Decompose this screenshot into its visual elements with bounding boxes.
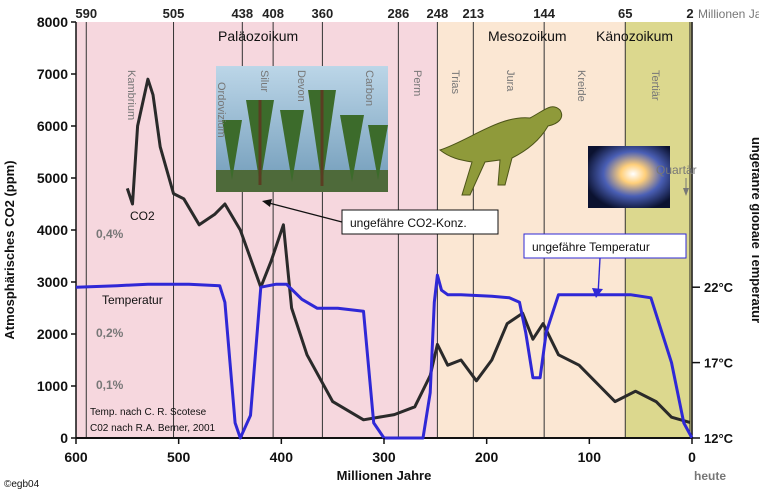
- y-tick-label-6: 6000: [37, 118, 68, 134]
- x-axis-end-label: heute: [694, 469, 726, 483]
- credit-co2: C02 nach R.A. Berner, 2001: [90, 423, 216, 434]
- top-tick-label-1: 505: [163, 6, 185, 21]
- y2-tick-label-1: 17°C: [704, 356, 734, 371]
- era-label-mesozoikum: Mesozoikum: [488, 28, 567, 44]
- period-label-kambrium: Kambrium: [125, 70, 137, 120]
- top-tick-label-4: 360: [312, 6, 334, 21]
- top-tick-label-3: 408: [262, 6, 284, 21]
- temperature-axis-labels: 12°C 17°C 22°C: [692, 280, 734, 446]
- era-label-palaeozoikum: Paläozoikum: [218, 28, 298, 44]
- top-tick-label-8: 144: [533, 6, 555, 21]
- x-tick-label-4: 200: [475, 449, 499, 465]
- temperature-callout-text: ungefähre Temperatur: [532, 240, 650, 254]
- period-label-jura: Jura: [504, 70, 516, 92]
- x-tick-label-1: 500: [167, 449, 191, 465]
- percent-label-0-2: 0,2%: [96, 326, 124, 340]
- x-tick-label-2: 400: [270, 449, 294, 465]
- top-tick-label-6: 248: [427, 6, 449, 21]
- top-axis-unit-label: Millionen Jahre: [698, 7, 759, 21]
- y-tick-label-8: 8000: [37, 14, 68, 30]
- y-tick-label-4: 4000: [37, 222, 68, 238]
- x-axis-labels: 600 500 400 300 200 100 0: [64, 438, 696, 465]
- top-tick-label-2: 438: [231, 6, 253, 21]
- impact-picture: [588, 146, 670, 208]
- y-axis-labels: 0 1000 2000 3000 4000 5000 6000 7000 8000: [37, 14, 76, 446]
- co2-callout-text: ungefähre CO2-Konz.: [350, 216, 467, 230]
- period-label-ordovizium: Ordovizium: [215, 82, 227, 138]
- temperature-axis-title: ungefähre globale Temperatur: [749, 137, 759, 323]
- y-tick-label-3: 3000: [37, 274, 68, 290]
- y-tick-label-0: 0: [60, 430, 68, 446]
- period-label-carbon: Carbon: [363, 70, 375, 106]
- quartaer-label: Quartär: [656, 163, 697, 177]
- y2-tick-label-2: 22°C: [704, 280, 734, 295]
- x-tick-label-5: 100: [578, 449, 602, 465]
- period-label-tertiaer: Tertiär: [649, 70, 661, 101]
- x-tick-label-6: 0: [688, 449, 696, 465]
- percent-label-0-4: 0,4%: [96, 227, 124, 241]
- co2-series-label: CO2: [130, 209, 155, 223]
- y-tick-label-5: 5000: [37, 170, 68, 186]
- x-tick-label-3: 300: [372, 449, 396, 465]
- top-axis-labels: 590 505 438 408 360 286 248 213 144 65 2: [75, 6, 693, 21]
- copyright-label: ©egb04: [4, 479, 40, 490]
- y-tick-label-7: 7000: [37, 66, 68, 82]
- y-axis-title: Atmosphärisches CO2 (ppm): [2, 160, 17, 339]
- era-label-kaenozoikum: Känozoikum: [596, 28, 673, 44]
- temperature-series-label: Temperatur: [102, 293, 163, 307]
- y-tick-label-2: 2000: [37, 326, 68, 342]
- credit-temperature: Temp. nach C. R. Scotese: [90, 407, 207, 418]
- top-tick-label-10: 2: [686, 6, 693, 21]
- percent-label-0-1: 0,1%: [96, 378, 124, 392]
- x-tick-label-0: 600: [64, 449, 88, 465]
- top-tick-label-0: 590: [75, 6, 97, 21]
- period-label-devon: Devon: [295, 70, 307, 102]
- period-label-trias: Trias: [449, 70, 461, 95]
- top-tick-label-9: 65: [618, 6, 632, 21]
- top-tick-label-5: 286: [388, 6, 410, 21]
- y-tick-label-1: 1000: [37, 378, 68, 394]
- top-tick-label-7: 213: [462, 6, 484, 21]
- y2-tick-label-0: 12°C: [704, 431, 734, 446]
- x-axis-title: Millionen Jahre: [337, 468, 432, 483]
- period-label-perm: Perm: [411, 70, 423, 96]
- period-label-silur: Silur: [258, 70, 270, 92]
- period-label-kreide: Kreide: [575, 70, 587, 102]
